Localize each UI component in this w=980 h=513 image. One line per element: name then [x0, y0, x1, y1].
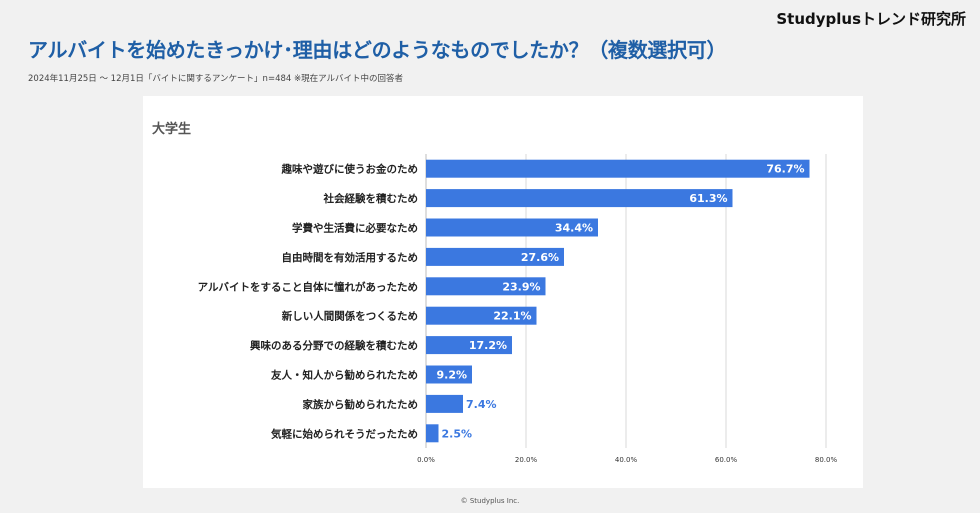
- x-tick-label: 0.0%: [417, 456, 435, 464]
- bar: [426, 218, 598, 237]
- bar: [426, 277, 546, 296]
- x-tick-label: 60.0%: [715, 456, 738, 464]
- category-label: アルバイトをすること自体に憧れがあったため: [198, 280, 418, 293]
- data-label: 2.5%: [442, 427, 473, 440]
- data-label: 17.2%: [469, 339, 507, 352]
- bar: [426, 336, 512, 355]
- category-label: 趣味や遊びに使うお金のため: [281, 163, 419, 176]
- category-label: 気軽に始められそうだったため: [270, 427, 418, 440]
- category-label: 家族から勧められたため: [303, 398, 419, 411]
- data-label: 76.7%: [766, 163, 804, 176]
- x-tick-label: 40.0%: [615, 456, 638, 464]
- bar: [426, 365, 472, 384]
- copyright: © Studyplus Inc.: [460, 497, 520, 505]
- category-label: 友人・知人から勧められたため: [270, 369, 418, 382]
- data-label: 27.6%: [521, 251, 559, 264]
- category-label: 社会経験を積むため: [323, 192, 419, 205]
- data-label: 22.1%: [493, 310, 531, 323]
- data-label: 23.9%: [502, 280, 540, 293]
- bar: [426, 189, 733, 208]
- category-label: 自由時間を有効活用するため: [282, 251, 419, 264]
- category-label: 興味のある分野での経験を積むため: [250, 339, 418, 352]
- data-label: 7.4%: [466, 398, 497, 411]
- survey-note: 2024年11月25日 〜 12月1日「バイトに関するアンケート」n=484 ※…: [28, 74, 404, 84]
- x-tick-label: 20.0%: [515, 456, 538, 464]
- data-label: 9.2%: [436, 369, 467, 382]
- bar: [426, 394, 463, 413]
- data-label: 34.4%: [555, 222, 593, 235]
- bar: [426, 306, 537, 325]
- group-label: 大学生: [152, 122, 192, 137]
- bar: [426, 247, 564, 266]
- category-label: 新しい人間関係をつくるため: [282, 310, 418, 323]
- bar: [426, 424, 439, 443]
- brand-logo-text: Studyplusトレンド研究所: [776, 10, 966, 28]
- page-title: アルバイトを始めたきっかけ･理由はどのようなものでしたか？（複数選択可）: [28, 38, 727, 62]
- bar: [426, 159, 810, 178]
- x-tick-label: 80.0%: [815, 456, 838, 464]
- data-label: 61.3%: [689, 192, 727, 205]
- category-label: 学費や生活費に必要なため: [292, 222, 418, 235]
